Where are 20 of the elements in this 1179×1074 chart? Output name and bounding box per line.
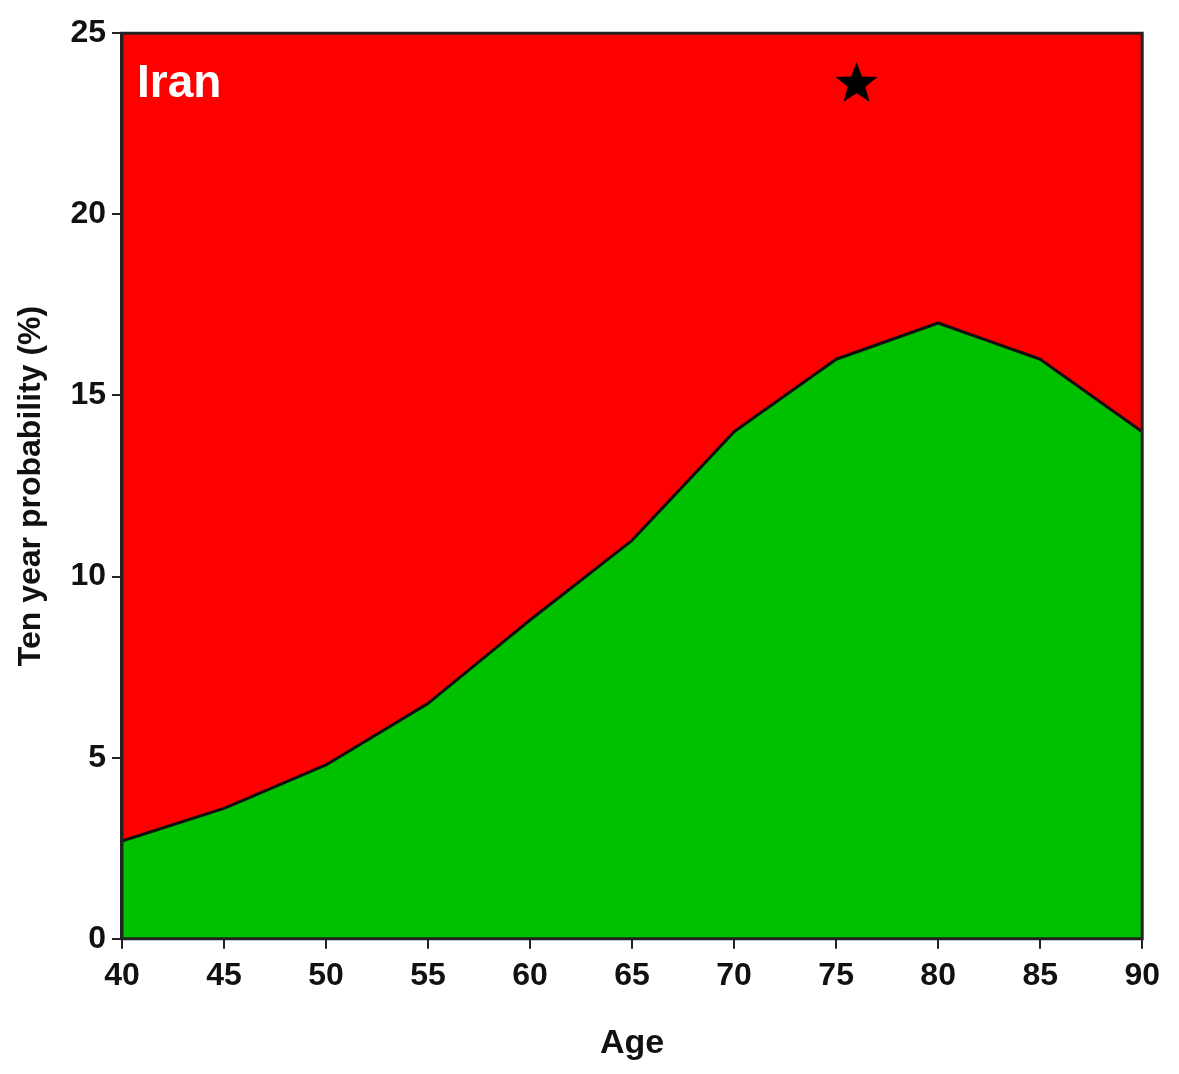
x-tick-label: 40 [104,955,140,992]
x-tick-label: 60 [512,955,548,992]
x-tick-label: 70 [716,955,752,992]
x-tick-label: 85 [1022,955,1058,992]
y-tick-label: 10 [70,556,106,593]
x-tick-label: 75 [818,955,854,992]
y-tick-label: 5 [88,737,106,774]
x-tick-label: 55 [410,955,446,992]
y-tick-label: 0 [88,918,106,955]
x-tick-label: 65 [614,955,650,992]
y-tick-label: 20 [70,194,106,231]
x-tick-label: 50 [308,955,344,992]
x-axis-title: Age [599,1021,665,1060]
y-tick-label: 25 [70,13,106,50]
x-tick-label: 90 [1124,955,1160,992]
x-tick-label: 45 [206,955,242,992]
y-tick-label: 15 [70,375,106,412]
x-tick-label: 80 [920,955,956,992]
annotation: Iran [136,54,222,107]
y-axis-title: Ten year probability (%) [11,305,48,667]
